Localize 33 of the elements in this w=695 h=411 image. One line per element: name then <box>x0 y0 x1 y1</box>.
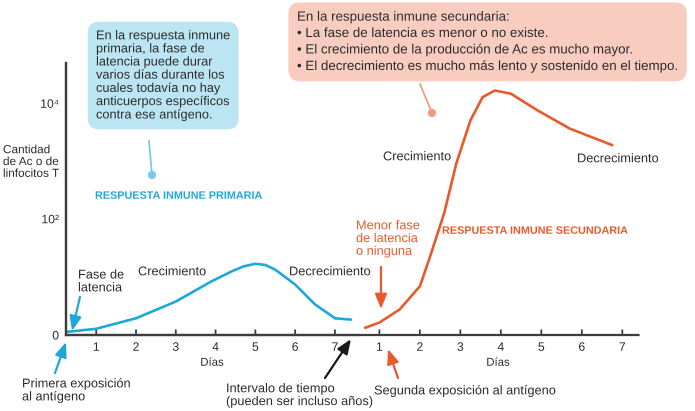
x-tick-label: 6 <box>292 342 298 351</box>
x-tick-label: 6 <box>579 342 585 351</box>
annotation: En la respuesta inmune primaria, la fase de latencia puede durar varios días durante los cuales todavía no hay anticuerpos específicos contra ese antígeno. <box>96 30 230 122</box>
annotation: En la respuesta inmune secundaria: • La fase de latencia es menor o no existe. • El crecimiento de la producción de Ac es mucho mayor. • El decrecimiento es mucho más lento y sostenido en el tiempo. <box>298 11 677 73</box>
text: Intervalo de tiempo (pueden ser incluso años) <box>226 383 372 408</box>
annotation: Decrecimiento <box>578 153 658 162</box>
annotation: Crecimiento <box>138 266 206 276</box>
y-tick-label: 0 <box>52 330 59 340</box>
text: Primera exposición al antígeno <box>22 378 130 404</box>
y-tick-label: 10² <box>42 214 59 224</box>
x-tick-label: 1 <box>94 342 100 351</box>
x-tick-label: 3 <box>172 342 179 351</box>
text: RESPUESTA INMUNE PRIMARIA <box>96 191 262 199</box>
x-tick-label: 5 <box>538 342 544 351</box>
x-tick-label: 4 <box>498 342 504 351</box>
x-tick-label: 2 <box>417 342 423 351</box>
series-label: RESPUESTA INMUNE SECUNDARIA <box>442 226 628 234</box>
x-axis-title: Días <box>487 357 510 366</box>
annotation: Fase de latencia <box>78 269 124 292</box>
x-tick-label: 5 <box>252 342 258 351</box>
y-tick-label: 10⁴ <box>41 99 58 108</box>
x-tick-label: 7 <box>620 342 626 351</box>
annotation: Menor fase de latencia o ninguna <box>356 220 420 258</box>
x-tick-label: 7 <box>332 342 338 351</box>
y-axis-title: Cantidad de Ac o de linfocitos T <box>3 144 59 178</box>
text: Segunda exposición al antígeno <box>374 384 556 398</box>
x-tick-label: 4 <box>212 342 219 351</box>
x-tick-label: 3 <box>457 342 464 351</box>
x-axis-title: Días <box>201 357 224 366</box>
x-tick-label: 2 <box>133 342 139 351</box>
x-tick-label: 1 <box>376 342 382 351</box>
annotation: Crecimiento <box>384 151 451 160</box>
annotation: Decrecimiento <box>290 266 370 276</box>
